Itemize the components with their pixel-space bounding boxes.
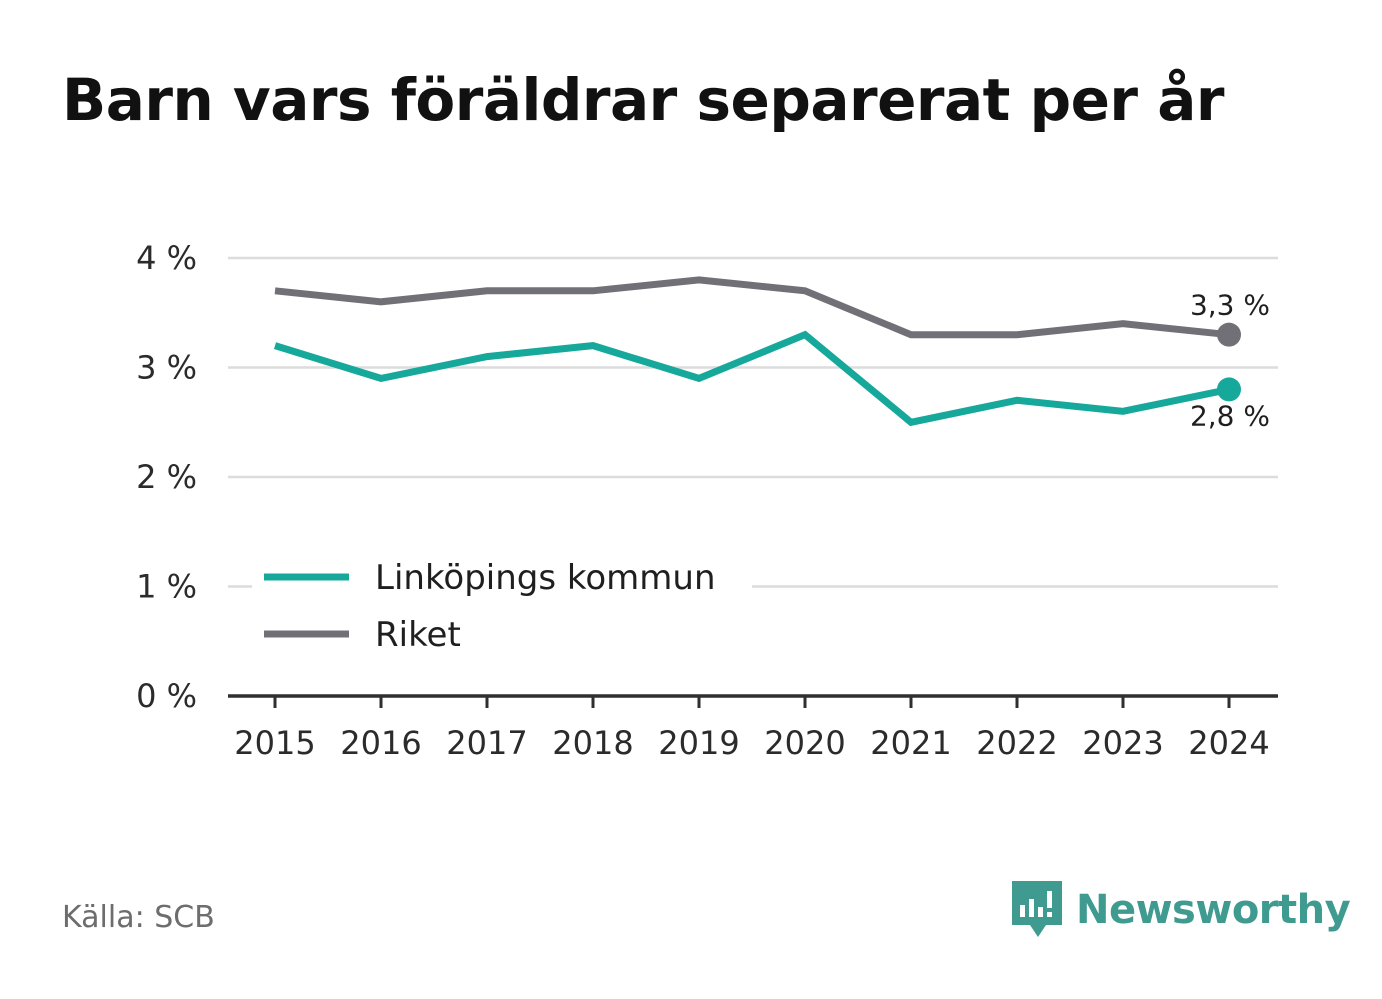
gridlines xyxy=(228,256,1278,588)
x-tick-label: 2016 xyxy=(340,724,421,762)
end-label-linkoping: 2,8 % xyxy=(1190,399,1270,432)
x-tick-label: 2022 xyxy=(976,724,1057,762)
y-tick-label: 0 % xyxy=(136,677,197,715)
x-tick-label: 2017 xyxy=(446,724,527,762)
series-lines xyxy=(273,276,1241,427)
y-tick-label: 3 % xyxy=(136,349,197,387)
series-line-0 xyxy=(273,330,1230,427)
x-tick-label: 2024 xyxy=(1188,724,1269,762)
newsworthy-logo-icon xyxy=(1012,881,1062,937)
series-line-1 xyxy=(274,276,1230,339)
chart-title: Barn vars föräldrar separerat per år xyxy=(62,66,1224,134)
y-tick-label: 4 % xyxy=(136,239,197,277)
series-end-point-0 xyxy=(1217,377,1241,402)
legend-label-0: Linköpings kommun xyxy=(375,558,716,598)
x-tick-label: 2019 xyxy=(658,724,739,762)
x-tick-label: 2018 xyxy=(552,724,633,762)
y-tick-label: 1 % xyxy=(136,568,197,606)
source-note: Källa: SCB xyxy=(62,900,215,935)
y-tick-label: 2 % xyxy=(136,458,197,496)
legend: Linköpings kommun Riket xyxy=(252,550,752,660)
brand-name: Newsworthy xyxy=(1076,887,1351,933)
axes: 0 % 1 % 2 % 3 % 4 % 2015 2016 2017 2018 2019 2020 2… xyxy=(136,239,1278,762)
end-label-riket: 3,3 % xyxy=(1190,289,1270,322)
x-tick-label: 2015 xyxy=(234,724,315,762)
series-end-point-1 xyxy=(1217,322,1241,347)
legend-background xyxy=(252,550,752,660)
x-tick-label: 2021 xyxy=(870,724,951,762)
data-labels: 3,3 % 2,8 % xyxy=(1190,289,1270,433)
brand-logo[interactable]: Newsworthy xyxy=(1010,878,1351,942)
x-tick-label: 2023 xyxy=(1082,724,1163,762)
legend-label-1: Riket xyxy=(375,615,461,655)
x-tick-label: 2020 xyxy=(764,724,845,762)
